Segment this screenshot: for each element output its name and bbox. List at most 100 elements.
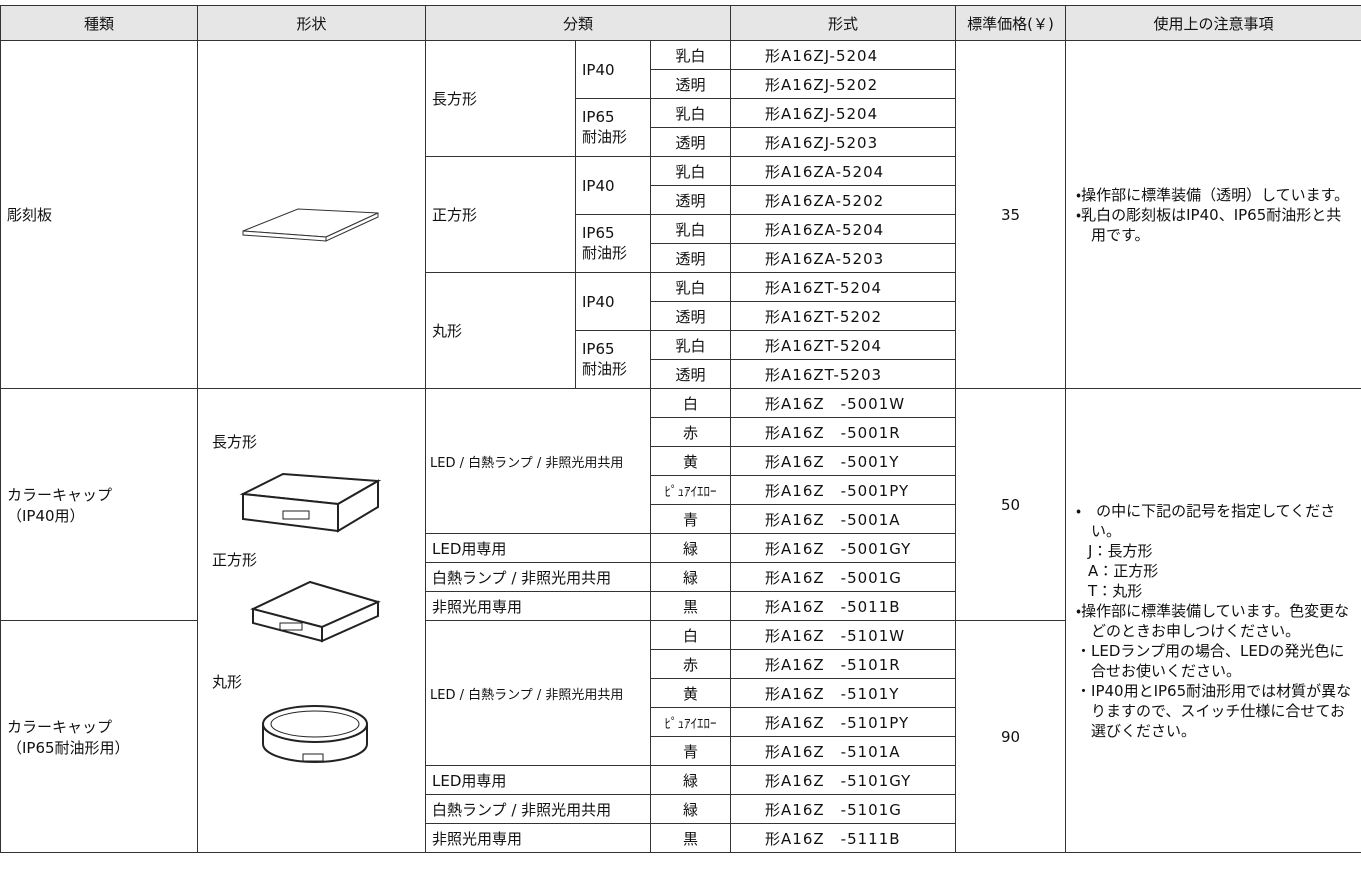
- rating: IP40: [575, 156, 651, 215]
- row: LED用専用緑形A16Z -5001GY: [1, 533, 1361, 563]
- note: ・操作部に標準装備（透明）しています。: [1076, 185, 1350, 204]
- model: 形A16Z -5101Y: [730, 678, 957, 708]
- header-cell: 分類: [424, 5, 732, 41]
- color: 青: [649, 504, 732, 534]
- row: IP65 耐油形 乳白 形A16ZJ-5204: [1, 98, 1361, 157]
- model: 形A16ZT-5202: [730, 301, 957, 331]
- header-cell: 形式: [730, 5, 957, 41]
- color: 緑: [649, 533, 732, 563]
- color: 黒: [649, 823, 732, 853]
- price: 35: [955, 40, 1067, 389]
- price: 50: [955, 388, 1067, 621]
- model: 形A16Z -5011B: [730, 591, 957, 621]
- color: 乳白: [649, 272, 732, 302]
- note: ・LEDランプ用の場合、LEDの発光色に合せお使いください。: [1076, 641, 1345, 680]
- model: 形A16ZT-5204: [730, 330, 957, 360]
- color: 緑: [649, 765, 732, 795]
- row: 非照光用専用黒形A16Z -5111B: [1, 823, 1361, 853]
- type-cell: カラーキャップ （IP65耐油形用）: [0, 620, 198, 853]
- model: 形A16Z -5001R: [730, 417, 957, 447]
- model: 形A16Z -5101PY: [730, 707, 957, 737]
- notes: ・ の中に下記の記号を指定してください。 J：長方形 A：正方形 T：丸形 ・操作部に標…: [1065, 388, 1361, 853]
- row: 非照光用専用黒形A16Z -5011B: [1, 591, 1361, 621]
- color: ﾋﾟｭｱｲｴﾛｰ: [649, 707, 732, 737]
- group-shape: 長方形: [425, 40, 576, 157]
- rect-cap-drawing: [239, 472, 382, 533]
- spec-table: 種類 形状 分類 形式 標準価格(￥) 使用上の注意事項 彫刻板 長方形 IP40 乳白 形A16Z…: [0, 5, 1361, 853]
- model: 形A16Z -5101W: [730, 620, 957, 650]
- group-shape: 丸形: [425, 272, 576, 389]
- model: 形A16ZT-5204: [730, 272, 957, 302]
- class-label: 白熱ランプ / 非照光用共用: [425, 562, 651, 592]
- color: 赤: [649, 649, 732, 679]
- row: 丸形 IP40 乳白 形A16ZT-5204: [1, 272, 1361, 389]
- color: 赤: [649, 417, 732, 447]
- shape-cell: 長方形 正方形 丸形: [197, 388, 426, 853]
- class-label: LED / 白熱ランプ / 非照光用共用: [425, 388, 651, 534]
- rating: IP65 耐油形: [575, 214, 651, 273]
- color: 乳白: [649, 156, 732, 186]
- model: 形A16ZJ-5203: [730, 127, 957, 157]
- row: ﾋﾟｭｱｲｴﾛｰ 形A16Z -5101PY: [1, 707, 1361, 737]
- color: 透明: [649, 185, 732, 215]
- note: ・ の中に下記の記号を指定してください。: [1076, 501, 1336, 540]
- group-shape: 正方形: [425, 156, 576, 273]
- model: 形A16ZA-5204: [730, 156, 957, 186]
- color: 緑: [649, 562, 732, 592]
- row: IP65 耐油形 乳白 形A16ZT-5204: [1, 330, 1361, 389]
- note: A：正方形: [1088, 561, 1159, 580]
- rating: IP65 耐油形: [575, 330, 651, 389]
- row: 青形A16Z -5001A: [1, 504, 1361, 534]
- model: 形A16ZA-5202: [730, 185, 957, 215]
- row: 透明 形A16ZA-5203: [1, 243, 1361, 273]
- row: 透明 形A16ZT-5203: [1, 359, 1361, 389]
- row: 黄形A16Z -5001Y: [1, 446, 1361, 476]
- class-label: 白熱ランプ / 非照光用共用: [425, 794, 651, 824]
- shape-label: 丸形: [212, 673, 243, 691]
- model: 形A16Z -5001PY: [730, 475, 957, 505]
- color: 乳白: [649, 40, 732, 70]
- note: ・操作部に標準装備しています。色変更などのときお申しつけください。: [1076, 601, 1350, 640]
- row: IP65 耐油形 乳白 形A16ZA-5204: [1, 214, 1361, 273]
- class-label: LED用専用: [425, 765, 651, 795]
- model: 形A16Z -5101A: [730, 736, 957, 766]
- header-cell: 形状: [197, 5, 426, 41]
- color: 黒: [649, 591, 732, 621]
- model: 形A16Z -5001Y: [730, 446, 957, 476]
- color: 透明: [649, 301, 732, 331]
- model: 形A16Z -5001W: [730, 388, 957, 418]
- model: 形A16ZJ-5202: [730, 69, 957, 99]
- color: 白: [649, 388, 732, 418]
- model: 形A16ZA-5203: [730, 243, 957, 273]
- color: 乳白: [649, 330, 732, 360]
- row: 赤形A16Z -5001R: [1, 417, 1361, 447]
- header-cell: 標準価格(￥): [955, 5, 1067, 41]
- model: 形A16Z -5101GY: [730, 765, 957, 795]
- row: 赤形A16Z -5101R: [1, 649, 1361, 679]
- square-cap-drawing: [250, 580, 381, 643]
- round-cap-drawing: [262, 705, 368, 763]
- shape-label: 正方形: [212, 551, 258, 569]
- model: 形A16ZJ-5204: [730, 98, 957, 128]
- shape-label: 長方形: [212, 433, 258, 451]
- note: ・乳白の彫刻板はIP40、IP65耐油形と共用です。: [1076, 205, 1342, 244]
- color: 透明: [649, 69, 732, 99]
- row: 透明 形A16ZJ-5203: [1, 127, 1361, 157]
- note: J：長方形: [1088, 541, 1153, 560]
- note: ・IP40用とIP65耐油形用では材質が異なりますので、スイッチ仕様に合せてお選…: [1076, 681, 1352, 740]
- model: 形A16ZA-5204: [730, 214, 957, 244]
- model: 形A16Z -5101G: [730, 794, 957, 824]
- color: 黄: [649, 446, 732, 476]
- model: 形A16Z -5001G: [730, 562, 957, 592]
- note: T：丸形: [1088, 581, 1143, 600]
- row: カラーキャップ （IP40用） 長方形 正方形 丸形 LED / 白熱ランプ / 非照光…: [0, 388, 1361, 853]
- notes: ・操作部に標準装備（透明）しています。 ・乳白の彫刻板はIP40、IP65耐油形と…: [1065, 40, 1361, 389]
- shape-cell: [197, 40, 426, 389]
- class-label: LED用専用: [425, 533, 651, 563]
- model: 形A16Z -5101R: [730, 649, 957, 679]
- model: 形A16Z -5111B: [730, 823, 957, 853]
- rating: IP40: [575, 272, 651, 331]
- class-label: 非照光用専用: [425, 591, 651, 621]
- plate-drawing: [242, 208, 379, 242]
- color: 透明: [649, 359, 732, 389]
